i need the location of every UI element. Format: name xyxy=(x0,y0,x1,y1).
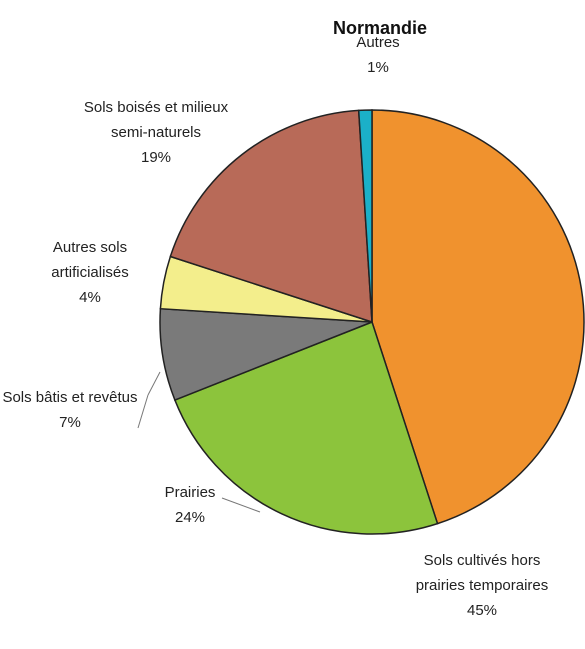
slice-label: Autres sols artificialisés 4% xyxy=(30,235,150,310)
pie-slice xyxy=(357,109,373,323)
value-label: 1% xyxy=(367,59,389,76)
slice-label: Prairies 24% xyxy=(140,480,240,530)
value-label: 24% xyxy=(174,509,206,526)
value-label: 19% xyxy=(140,149,172,166)
slice-label: Sols bâtis et revêtus 7% xyxy=(0,385,140,435)
category-label: Sols bâtis et revêtus xyxy=(2,389,138,406)
pie-slice xyxy=(173,321,439,535)
value-label: 45% xyxy=(466,602,498,619)
pie-slice xyxy=(169,109,373,324)
leader-line xyxy=(137,394,149,429)
leader-line xyxy=(147,371,161,396)
slice-label: Sols cultivés hors prairies temporaires 4… xyxy=(412,548,552,623)
value-label: 7% xyxy=(59,414,81,431)
pie-slice xyxy=(371,109,585,525)
chart-title: Normandie xyxy=(332,18,428,38)
category-label: Autres xyxy=(356,34,400,51)
leader-line xyxy=(221,497,261,513)
category-label: Autres sols artificialisés xyxy=(51,239,129,281)
slice-label: Autres 1% xyxy=(338,30,418,80)
category-label: Sols boisés et milieux semi-naturels xyxy=(83,99,229,141)
category-label: Prairies xyxy=(164,484,216,501)
slice-label: Sols boisés et milieux semi-naturels 19% xyxy=(81,95,231,170)
category-label: Sols cultivés hors prairies temporaires xyxy=(415,552,549,594)
value-label: 4% xyxy=(79,289,101,306)
